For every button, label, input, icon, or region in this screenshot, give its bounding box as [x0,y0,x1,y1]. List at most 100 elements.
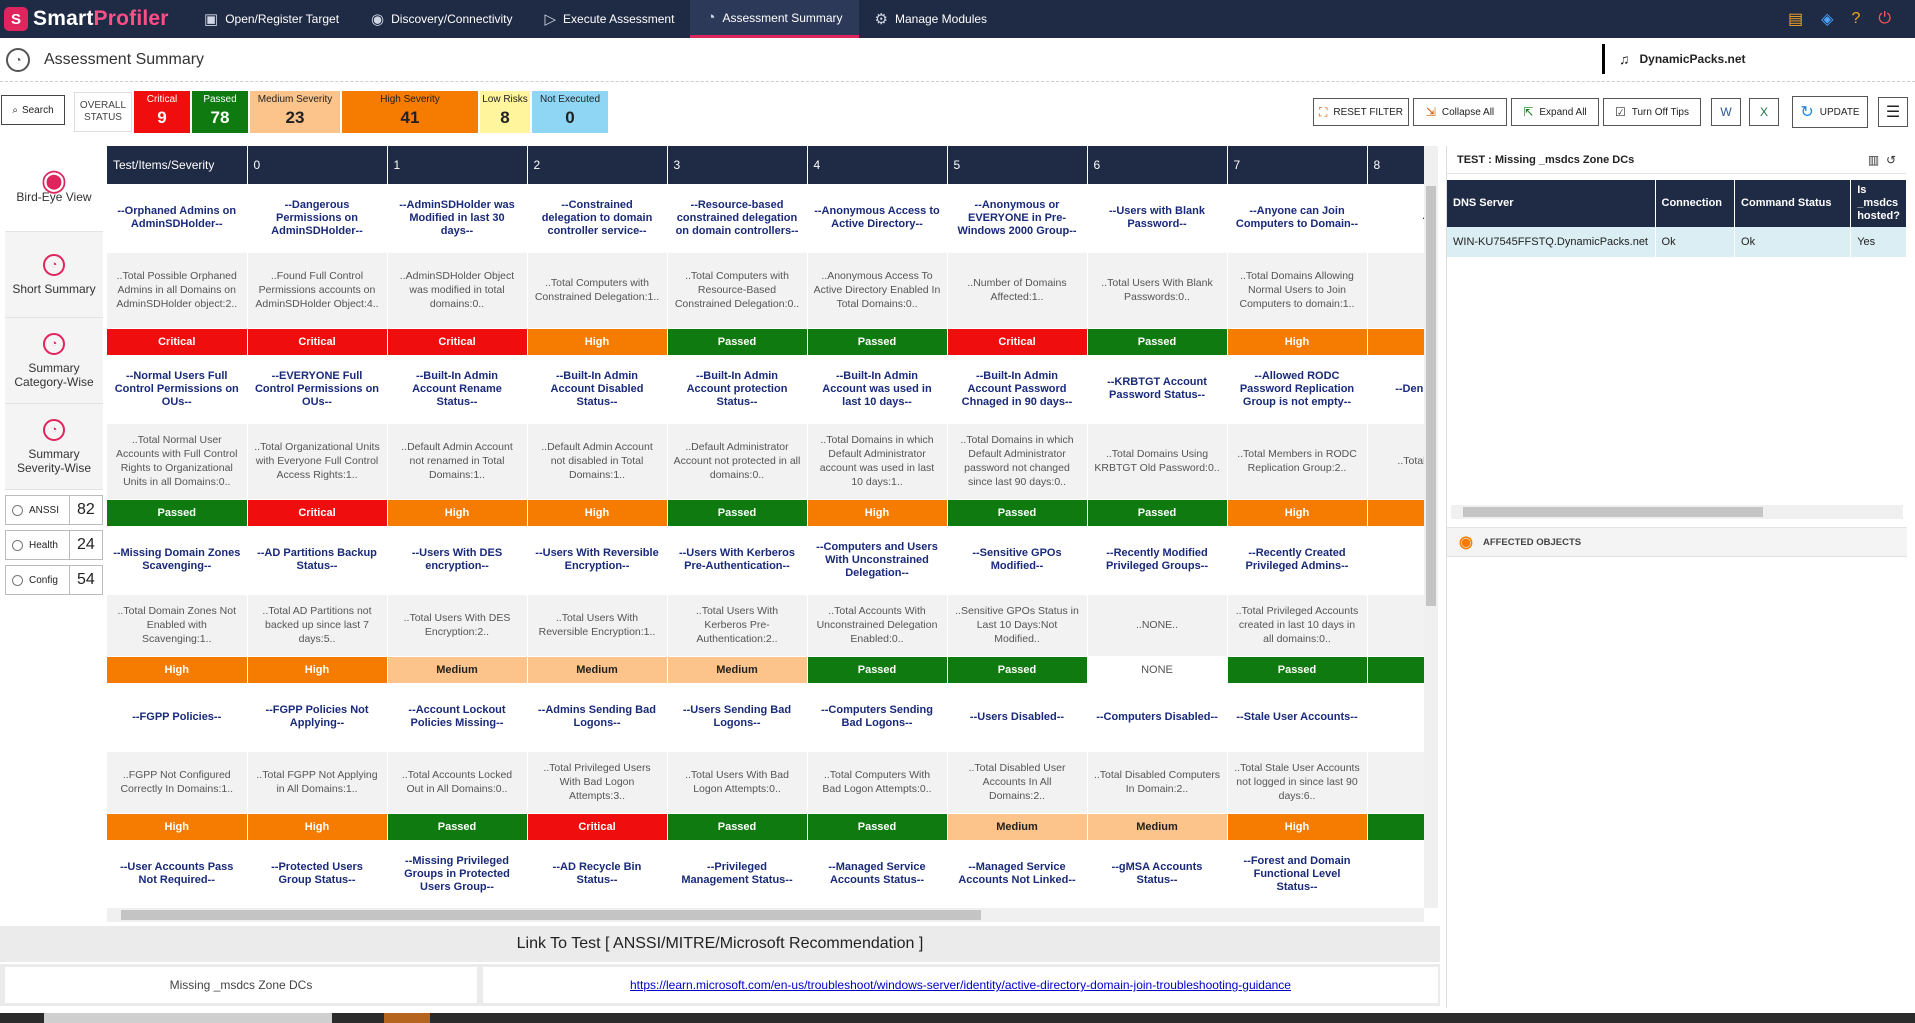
test-name-cell[interactable]: --Built-In Admin Account Rename Status-- [387,355,528,424]
grid-column-header[interactable]: 2 [527,146,668,185]
test-name-cell[interactable]: --User Accounts Pass Not Required-- [107,840,248,908]
status-low[interactable]: Low Risks 8 [480,91,530,133]
test-result-cell[interactable]: ..Total Disabled User Accounts In All Do… [947,751,1088,814]
col-dns-server[interactable]: DNS Server [1447,180,1656,227]
scroll-thumb[interactable] [121,910,981,920]
test-result-cell[interactable]: ..Total Users With Bad Logon Attempts:0.… [667,751,808,814]
severity-badge[interactable]: Passed [947,656,1088,684]
test-result-cell[interactable]: ..Total Domains in which Default Adminis… [807,423,948,500]
test-result-cell[interactable]: ..Anonymous Access To Active Directory E… [807,252,948,329]
col-command-status[interactable]: Command Status [1734,180,1852,227]
chat-icon[interactable]: ◈ [1821,11,1834,28]
test-result-cell[interactable]: ..AdminSDHolder Object was modified in t… [387,252,528,329]
filter-anssi[interactable]: ANSSI 82 [5,495,103,525]
status-high[interactable]: High Severity 41 [342,91,478,133]
test-result-cell[interactable]: ..Total Users With DES Encryption:2.. [387,594,528,657]
test-result-cell[interactable]: ..Total Users With Blank Passwords:0.. [1087,252,1228,329]
test-name-cell[interactable]: --Orphaned Admins on AdminSDHolder-- [107,184,248,253]
severity-badge[interactable]: Passed [667,328,808,356]
grid-column-header[interactable]: 4 [807,146,948,185]
test-name-cell[interactable]: --Stale User Accounts-- [1227,683,1368,752]
severity-badge[interactable]: Passed [947,499,1088,527]
severity-badge[interactable]: High [107,813,248,841]
test-result-cell[interactable]: ..Total Domains Using KRBTGT Old Passwor… [1087,423,1228,500]
test-name-cell[interactable]: --Privileged Management Status-- [667,840,808,908]
test-name-cell[interactable]: --Missing Privileged Groups in Protected… [387,840,528,908]
history-icon[interactable]: ↺ [1885,153,1896,167]
severity-badge[interactable]: High [247,656,388,684]
test-name-cell[interactable]: --Computers Sending Bad Logons-- [807,683,948,752]
severity-badge[interactable]: Passed [1087,499,1228,527]
radio-anssi[interactable] [12,504,23,516]
test-name-cell[interactable]: --Managed Service Accounts Status-- [807,840,948,908]
test-name-cell[interactable]: --Recently Created Privileged Admins-- [1227,526,1368,595]
test-name-cell[interactable]: --Computers and Users With Unconstrained… [807,526,948,595]
test-result-cell[interactable]: ..Total Computers with Constrained Deleg… [527,252,668,329]
severity-badge[interactable]: Passed [1227,656,1368,684]
test-name-cell[interactable]: --Users With Kerberos Pre-Authentication… [667,526,808,595]
test-name-cell[interactable]: --Users LastPass... nev... [1367,184,1424,253]
test-name-cell[interactable]: --Users With DES encryption-- [387,526,528,595]
grid-vertical-scrollbar[interactable] [1424,146,1438,908]
test-name-cell[interactable]: --Forest and Domain Functional Level Sta… [1227,840,1368,908]
test-result-cell[interactable]: ..Total Accounts Locked Out in All Domai… [387,751,528,814]
nav-open-register-target[interactable]: ▣ Open/Register Target [204,11,340,28]
test-result-cell[interactable]: ..Total Organizational Units with Everyo… [247,423,388,500]
table-row[interactable]: WIN-KU7545FFSTQ.DynamicPacks.net Ok Ok Y… [1447,227,1907,257]
status-passed[interactable]: Passed 78 [192,91,248,133]
test-result-cell[interactable]: ..Sensitive GPOs Status in Last 10 Days:… [947,594,1088,657]
test-result-cell[interactable]: ..Total... LastPass... [1367,252,1424,329]
status-not-executed[interactable]: Not Executed 0 [532,91,608,133]
col-msdcs-hosted[interactable]: Is _msdcs hosted? [1850,180,1907,227]
severity-badge[interactable]: Critical [527,813,668,841]
filter-health[interactable]: Health 24 [5,530,103,560]
reset-filter-button[interactable]: ⛶ RESET FILTER [1313,98,1409,126]
summary-category-wise-button[interactable]: ◔ Summary Category-Wise [5,318,103,404]
severity-badge[interactable]: Passed [107,499,248,527]
test-name-cell[interactable]: --AdminSDHolder was Modified in last 30 … [387,184,528,253]
assessment-grid[interactable]: Test/Items/Severity 0 1 2 3 4 5 6 7 8 --Orphaned … [107,146,1424,908]
severity-badge[interactable]: High [1227,328,1368,356]
test-name-cell[interactable]: --Den... Passwo... Group mis... Ac... [1367,355,1424,424]
test-result-cell[interactable]: ..Total St... Acc... [1367,751,1424,814]
test-result-cell[interactable]: ..Found Full Control Permissions account… [247,252,388,329]
severity-badge[interactable]: Critical [947,328,1088,356]
short-summary-button[interactable]: ◔ Short Summary [5,232,103,318]
severity-badge[interactable]: High [1227,499,1368,527]
test-name-cell[interactable]: --FGPP Policies-- [107,683,248,752]
filter-config[interactable]: Config 54 [5,565,103,595]
affected-objects-toggle[interactable]: ◉ AFFECTED OBJECTS [1447,527,1907,557]
test-name-cell[interactable]: --Missing Domain Zones Scavenging-- [107,526,248,595]
bird-eye-view-button[interactable]: ◉ Bird-Eye View [5,146,103,232]
grid-column-header[interactable]: 5 [947,146,1088,185]
test-name-cell[interactable]: --Anonymous Access to Active Directory-- [807,184,948,253]
test-name-cell[interactable]: --Users with Blank Password-- [1087,184,1228,253]
test-name-cell[interactable]: --EVERYONE Full Control Permissions on O… [247,355,388,424]
recommendation-link[interactable]: https://learn.microsoft.com/en-us/troubl… [483,967,1438,1003]
test-result-cell[interactable]: ..Total U... with Prim... [1367,594,1424,657]
grid-horizontal-scrollbar[interactable] [107,908,1424,922]
test-result-cell[interactable]: ..Total Stale User Accounts not logged i… [1227,751,1368,814]
columns-icon[interactable]: ▥ [1867,153,1880,167]
severity-badge[interactable]: High [107,656,248,684]
test-result-cell[interactable]: ..Total Computers With Bad Logon Attempt… [807,751,948,814]
test-result-cell[interactable]: ..Total Normal User Accounts with Full C… [107,423,248,500]
menu-icon[interactable]: ☰ [1878,97,1908,127]
test-name-cell[interactable]: --Dangerous Permissions on AdminSDHolder… [247,184,388,253]
severity-badge[interactable]: Medium [667,656,808,684]
severity-badge[interactable]: Passed [807,813,948,841]
severity-badge[interactable]: High [247,813,388,841]
test-name-cell[interactable]: --Stal... Ac... [1367,683,1424,752]
summary-severity-wise-button[interactable]: ◔ Summary Severity-Wise [5,404,103,490]
expand-all-button[interactable]: ⇱ Expand All [1511,98,1599,126]
test-name-cell[interactable]: --Built-In Admin Account was used in las… [807,355,948,424]
test-name-cell[interactable]: --Allowed RODC Password Replication Grou… [1227,355,1368,424]
test-result-cell[interactable]: ..Total Mi... Groups in... Passwo... Gr.… [1367,423,1424,500]
grid-column-header[interactable]: 8 [1367,146,1424,185]
nav-execute-assessment[interactable]: ▷ Execute Assessment [544,11,675,28]
test-result-cell[interactable]: ..Default Administrator Account not prot… [667,423,808,500]
test-result-cell[interactable]: ..Total Computers with Resource-Based Co… [667,252,808,329]
test-name-cell[interactable]: --AD Partitions Backup Status-- [247,526,388,595]
collapse-all-button[interactable]: ⇲ Collapse All [1413,98,1507,126]
severity-badge[interactable]: Critical [247,499,388,527]
